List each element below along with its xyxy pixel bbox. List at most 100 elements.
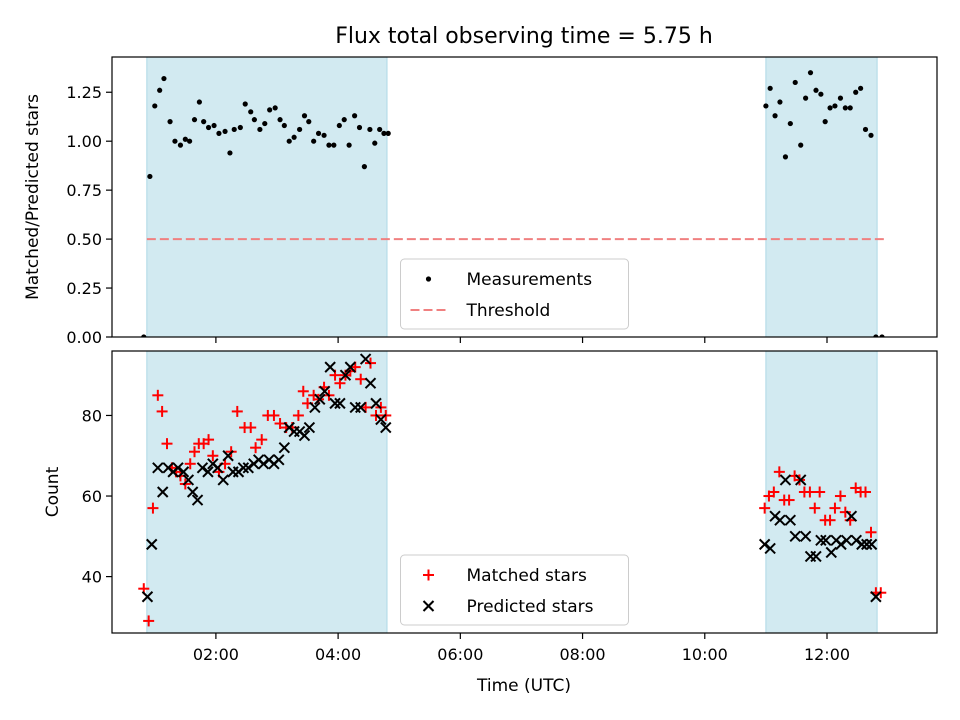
- predicted-stars-point: [141, 591, 154, 603]
- measurements-point: [196, 99, 202, 105]
- matched-stars-point: [189, 446, 200, 458]
- x-tick-label: 10:00: [682, 645, 728, 664]
- y-tick-label: 1.25: [66, 83, 102, 102]
- predicted-stars-point: [850, 534, 863, 547]
- predicted-stars-point: [191, 494, 204, 506]
- matched-stars-point: [783, 494, 795, 506]
- matched-stars-point: [184, 458, 196, 470]
- measurements-point: [248, 109, 254, 115]
- predicted-stars-point: [370, 397, 382, 410]
- predicted-stars-point: [172, 462, 184, 474]
- legend-label: Predicted stars: [467, 597, 594, 617]
- predicted-stars-point: [318, 385, 331, 397]
- measurements-point: [315, 130, 322, 136]
- measurements-point: [216, 130, 222, 136]
- measurements-point: [231, 126, 237, 133]
- matched-stars-point: [768, 486, 780, 498]
- legend-marker: [423, 569, 434, 581]
- predicted-stars-point: [217, 474, 229, 486]
- matched-stars-point: [203, 434, 215, 446]
- matched-stars-point: [809, 502, 821, 514]
- predicted-stars-point: [865, 538, 878, 551]
- predicted-stars-point: [835, 538, 847, 551]
- predicted-stars-point: [815, 534, 827, 547]
- measurements-point: [787, 120, 793, 127]
- measurements-point: [326, 142, 332, 148]
- measurements-point: [227, 150, 233, 156]
- y-tick-label: 80: [82, 406, 102, 425]
- predicted-stars-point: [324, 361, 336, 373]
- measurements-point: [281, 122, 287, 129]
- measurements-point: [301, 113, 308, 119]
- measurements-point: [847, 105, 853, 111]
- predicted-stars-point: [257, 458, 270, 470]
- measurements-point: [352, 113, 358, 119]
- predicted-stars-point: [314, 393, 326, 406]
- measurements-point: [172, 138, 178, 144]
- measurements-point: [385, 130, 391, 136]
- chart-title: Flux total observing time = 5.75 h: [335, 24, 713, 49]
- measurements-point: [211, 122, 217, 129]
- shaded-interval-1: [146, 57, 387, 337]
- shaded-interval-1: [146, 351, 387, 633]
- matched-stars-point: [829, 502, 841, 514]
- predicted-stars-point: [278, 441, 291, 454]
- predicted-stars-point: [799, 530, 812, 543]
- measurements-point: [222, 128, 228, 135]
- predicted-stars-point: [298, 429, 311, 442]
- predicted-stars-point: [329, 397, 341, 410]
- y-tick-label: 0.50: [66, 230, 102, 249]
- measurements-point: [356, 124, 363, 131]
- predicted-stars-point: [334, 397, 346, 410]
- predicted-stars-point: [339, 369, 352, 381]
- predicted-stars-point: [196, 462, 209, 474]
- matched-stars-point: [804, 486, 816, 498]
- measurements-point: [858, 85, 864, 91]
- y-tick-label: 60: [82, 487, 102, 506]
- predicted-stars-point: [212, 462, 224, 474]
- measurements-point: [331, 142, 337, 148]
- plot-frame: [111, 350, 938, 634]
- y-tick-label: 1.00: [66, 132, 102, 151]
- measurements-point: [251, 117, 257, 123]
- measurements-point: [803, 95, 809, 101]
- measurements-point: [297, 126, 303, 133]
- legend-box: [400, 554, 629, 626]
- predicted-stars-point: [856, 538, 868, 551]
- matched-stars-point: [152, 389, 164, 401]
- measurements-point: [167, 119, 173, 125]
- measurements-point: [272, 105, 278, 111]
- predicted-stars-point: [795, 474, 807, 486]
- measurements-point: [837, 95, 844, 101]
- measurements-point: [291, 134, 297, 140]
- measurements-point: [377, 126, 383, 133]
- predicted-stars-point: [237, 462, 250, 474]
- matched-stars-point: [245, 422, 257, 434]
- matched-stars-point: [814, 486, 826, 498]
- predicted-stars-point: [202, 466, 214, 478]
- predicted-stars-point: [222, 450, 234, 462]
- matched-stars-point: [839, 506, 851, 518]
- measurements-point: [372, 140, 378, 146]
- measurements-point: [873, 334, 879, 337]
- matched-stars-point: [860, 486, 871, 498]
- matched-stars-point: [161, 438, 173, 450]
- y-tick-label: 40: [82, 568, 102, 587]
- x-tick-label: 02:00: [193, 645, 239, 664]
- predicted-stars-point: [177, 466, 190, 478]
- legend-label: Matched stars: [467, 566, 587, 586]
- measurements-point: [242, 101, 248, 107]
- predicted-stars-point: [359, 353, 372, 365]
- x-tick-label: 06:00: [437, 645, 483, 664]
- measurements-point: [182, 136, 188, 142]
- predicted-stars-point: [146, 538, 158, 551]
- predicted-stars-point: [870, 591, 882, 603]
- measurements-point: [767, 85, 773, 91]
- matched-stars-point: [231, 405, 243, 417]
- predicted-stars-point: [364, 377, 377, 389]
- measurements-point: [191, 117, 198, 123]
- matched-stars-point: [292, 409, 304, 421]
- measurements-point: [141, 334, 147, 337]
- measurements-point: [177, 142, 184, 148]
